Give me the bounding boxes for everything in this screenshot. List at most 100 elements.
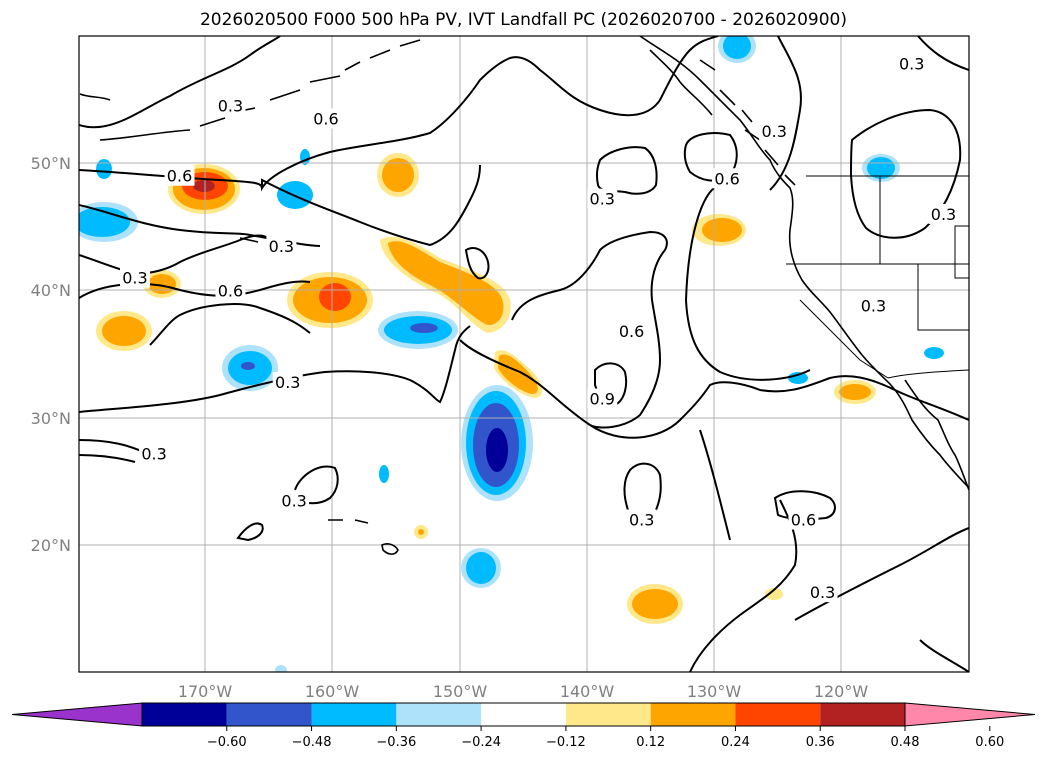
colorbar-swatch (396, 703, 482, 726)
contour-label: 0.3 (122, 269, 147, 288)
contour-label: 0.3 (281, 491, 306, 510)
lat-tick: 50°N (31, 154, 71, 173)
contour-label: 0.3 (629, 511, 654, 530)
colorbar-swatch (820, 703, 905, 726)
contour-label-bg (215, 95, 246, 116)
map-title: 2026020500 F000 500 hPa PV, IVT Landfall… (199, 10, 847, 30)
lon-tick: 120°W (814, 682, 869, 701)
colorbar-tick-label: 0.60 (975, 735, 1004, 750)
lon-tick: 160°W (305, 682, 360, 701)
borders (786, 175, 969, 379)
warm-feature (702, 218, 742, 242)
colorbar-swatch (650, 703, 736, 726)
blue-feature (723, 36, 751, 59)
contour-label: 0.6 (619, 322, 644, 341)
warm-feature (632, 589, 678, 619)
contour-label-bg (164, 165, 195, 186)
contour-label-bg (310, 108, 341, 129)
pv-contours (79, 36, 969, 672)
contour-label-bg (928, 203, 959, 224)
colorbar-extend-low (11, 702, 143, 727)
warm-feature (382, 158, 414, 192)
contour-label: 0.6 (791, 511, 816, 530)
warm-feature (102, 316, 146, 346)
lat-ticks: 50°N 40°N 30°N 20°N (31, 154, 71, 555)
contour-label-bg (626, 509, 657, 530)
warm-feature (418, 529, 424, 535)
colorbar-tick-label: −0.60 (207, 735, 247, 750)
lon-tick: 170°W (178, 682, 233, 701)
contour-label: 0.3 (590, 190, 615, 209)
blue-feature (410, 323, 438, 333)
blue-feature (379, 465, 389, 483)
lat-tick: 40°N (31, 281, 71, 300)
colorbar-tick-label: −0.36 (376, 735, 416, 750)
colorbar-tick-label: 0.36 (806, 735, 835, 750)
contour-label: 0.3 (899, 55, 924, 74)
contour-label: 0.3 (810, 583, 835, 602)
contour-label: 0.3 (275, 373, 300, 392)
graticule (79, 36, 969, 672)
colorbar-swatch (142, 703, 227, 726)
contour-label-bg (272, 372, 303, 393)
colorbar-swatch (735, 703, 821, 726)
contour-label: 0.3 (218, 97, 243, 116)
blue-feature (924, 347, 944, 359)
colorbar-swatch (565, 703, 651, 726)
colorbar-tick-label: −0.24 (461, 735, 501, 750)
warm-feature (148, 274, 176, 294)
contour-label: 0.6 (167, 167, 192, 186)
blue-feature (96, 159, 112, 179)
blue-feature (275, 665, 287, 672)
colorbar-swatch (481, 703, 566, 726)
contour-label: 0.3 (141, 444, 166, 463)
contour-label-bg (587, 388, 618, 409)
contour-label-bg (139, 443, 170, 464)
blue-feature (79, 207, 130, 237)
colorbar-tick-label: 0.12 (636, 735, 665, 750)
warm-feature (839, 384, 871, 400)
blue-feature (466, 552, 496, 584)
coastlines (79, 36, 969, 555)
map-frame (78, 35, 970, 673)
lat-tick: 20°N (31, 536, 71, 555)
pv-shading (79, 36, 944, 672)
contour-label: 0.3 (269, 237, 294, 256)
warm-feature (319, 283, 351, 311)
blue-feature (788, 372, 808, 384)
contour-label: 0.9 (590, 390, 615, 409)
lon-tick: 150°W (433, 682, 488, 701)
contour-label: 0.3 (861, 297, 886, 316)
colorbar-tick-label: −0.48 (292, 735, 332, 750)
colorbar-outline (141, 702, 906, 727)
blue-feature (241, 362, 255, 370)
colorbar: −0.60 −0.48 −0.36 −0.24 −0.12 0.12 0.24 0.36 0.4… (11, 702, 1036, 750)
colorbar-swatch (226, 703, 312, 726)
contour-label-bg (119, 267, 150, 288)
contour-label-bg (858, 295, 889, 316)
contour-label: 0.3 (761, 122, 786, 141)
contour-labels: 0.3 0.6 0.6 0.3 0.3 0.6 0.3 0.3 0.3 0.3 0.6 0.3 0.3 0… (119, 53, 959, 603)
contour-label-bg (266, 235, 297, 256)
blue-feature (486, 428, 508, 472)
lat-tick: 30°N (31, 409, 71, 428)
contour-label: 0.6 (218, 281, 243, 300)
contour-label-bg (788, 509, 819, 530)
contour-label: 0.6 (714, 169, 739, 188)
warm-feature (193, 180, 215, 192)
contour-label-bg (896, 53, 927, 74)
lon-tick: 140°W (560, 682, 615, 701)
colorbar-tick-label: 0.48 (891, 735, 920, 750)
lon-tick: 130°W (687, 682, 742, 701)
contour-label-bg (759, 121, 790, 142)
warm-feature (388, 241, 504, 326)
contour-label-bg (712, 168, 743, 189)
map-area: 0.3 0.6 0.6 0.3 0.3 0.6 0.3 0.3 0.3 0.3 0.6 0.3 0.3 0… (79, 36, 969, 672)
contour-label-bg (807, 582, 838, 603)
contour-label-bg (616, 321, 647, 342)
colorbar-swatch (311, 703, 397, 726)
colorbar-tick-label: 0.24 (721, 735, 750, 750)
contour-label-bg (215, 280, 246, 301)
contour-label-bg (587, 188, 618, 209)
